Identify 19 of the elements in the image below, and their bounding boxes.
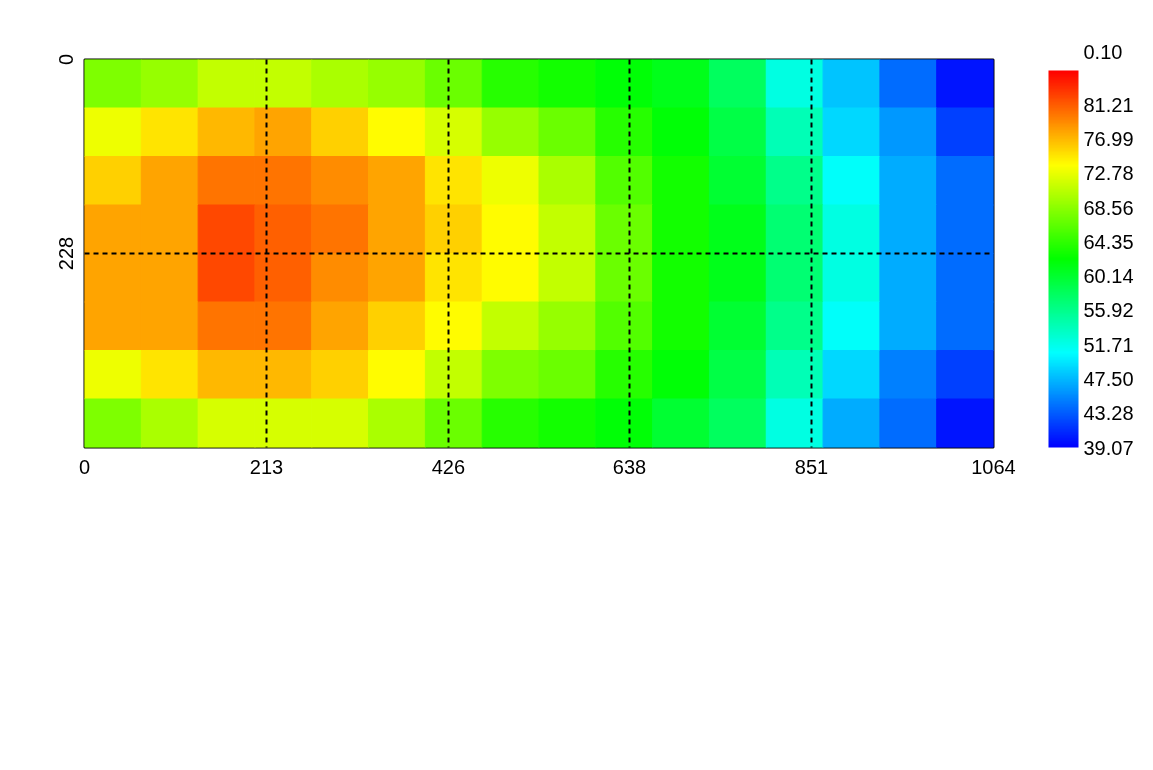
color-bar-label: 68.56 (1083, 196, 1134, 219)
text: 0.10 (1083, 40, 1123, 63)
color-bar-label: 39.07 (1083, 436, 1134, 459)
y-tick-label: 228 (54, 236, 77, 271)
color-bar-label: 60.14 (1083, 265, 1134, 288)
color-bar-label: 43.28 (1083, 402, 1134, 425)
color-bar-label: 76.99 (1083, 128, 1134, 151)
x-tick-label: 638 (612, 455, 647, 478)
x-tick-label: 426 (431, 455, 466, 478)
color-bar-label: 72.78 (1083, 162, 1134, 185)
color-bar-label: 55.92 (1083, 299, 1134, 322)
x-tick-label: 1064 (971, 455, 1016, 478)
x-tick-label: 213 (249, 455, 284, 478)
x-tick-label: 851 (794, 455, 829, 478)
color-bar-label: 47.50 (1083, 367, 1134, 390)
color-bar-label: 51.71 (1083, 333, 1134, 356)
color-bar-label: 64.35 (1083, 230, 1134, 253)
color-bar-label: 81.21 (1083, 93, 1134, 116)
x-tick-label: 0 (78, 455, 91, 478)
